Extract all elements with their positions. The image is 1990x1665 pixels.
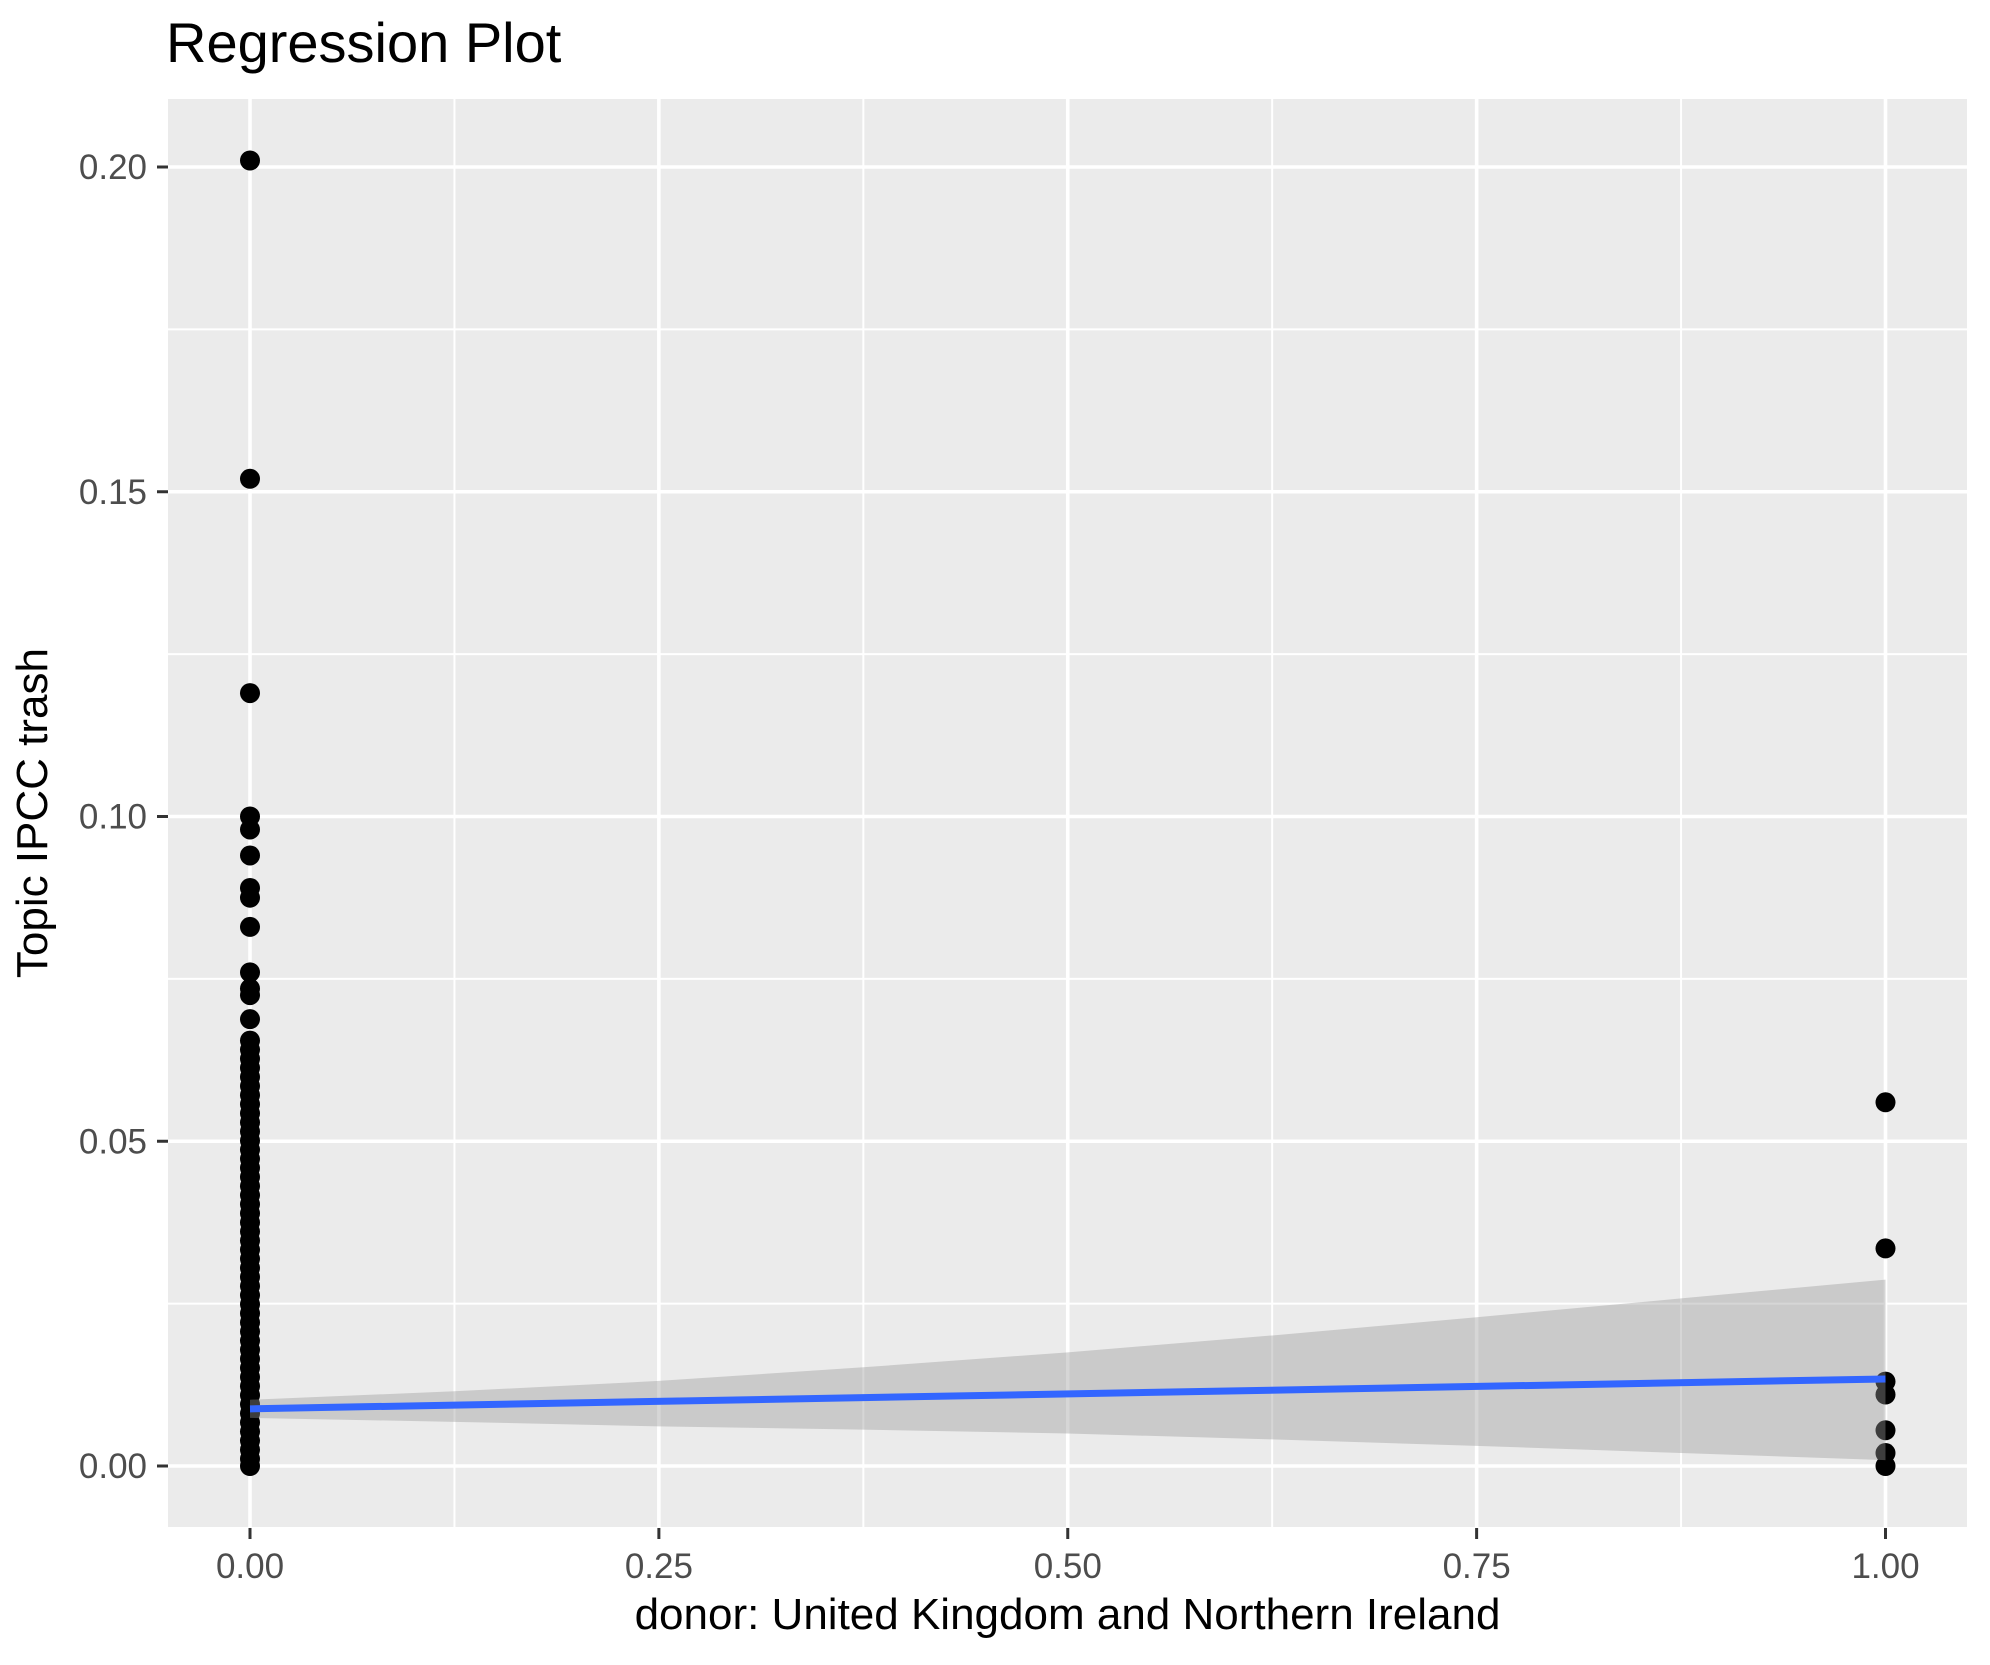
data-point — [240, 985, 260, 1006]
y-tick-label: 0.05 — [79, 1122, 147, 1161]
plot-title: Regression Plot — [166, 11, 562, 74]
data-point — [1875, 1384, 1896, 1405]
y-tick-label: 0.00 — [79, 1447, 147, 1486]
data-point — [240, 845, 260, 866]
regression-line — [249, 1375, 1886, 1413]
data-point — [240, 819, 260, 840]
x-axis-title: donor: United Kingdom and Northern Irela… — [634, 1590, 1501, 1639]
y-axis-title-box: Topic IPCC trash — [4, 99, 62, 1527]
data-point — [240, 1009, 260, 1030]
data-point — [1875, 1456, 1896, 1476]
data-point — [240, 887, 260, 908]
y-tick-label: 0.10 — [79, 798, 147, 837]
y-tick-label: 0.20 — [79, 148, 147, 187]
x-tick-label: 0.25 — [625, 1547, 693, 1586]
x-tick-label: 0.00 — [216, 1547, 284, 1586]
data-point — [240, 150, 260, 171]
y-axis-title: Topic IPCC trash — [8, 647, 57, 979]
data-point — [1875, 1092, 1896, 1113]
data-point — [240, 683, 260, 704]
data-point — [240, 468, 260, 489]
data-point — [240, 916, 260, 937]
y-tick-label: 0.15 — [79, 473, 147, 512]
data-point — [1875, 1420, 1896, 1441]
confidence-band — [250, 1279, 1886, 1461]
data-point — [1875, 1238, 1896, 1259]
x-tick-label: 1.00 — [1851, 1547, 1919, 1586]
data-point — [240, 962, 260, 983]
x-tick-label: 0.75 — [1443, 1547, 1511, 1586]
x-tick-label: 0.50 — [1034, 1547, 1102, 1586]
data-point — [240, 1456, 260, 1476]
